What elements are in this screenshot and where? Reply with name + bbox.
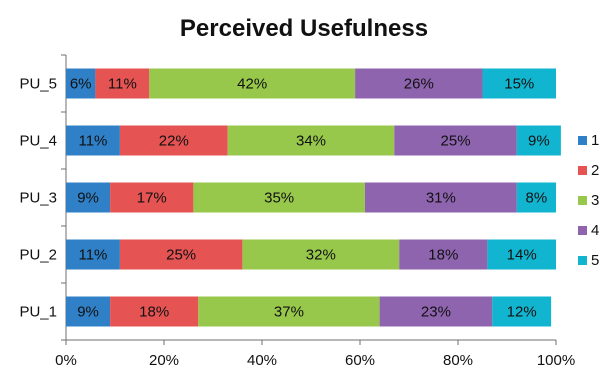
bar-segment (193, 182, 365, 213)
bar-value-label: 25% (166, 247, 196, 264)
bar-segment (119, 125, 228, 156)
y-tick-label: PU_4 (19, 133, 57, 150)
bar-value-label: 26% (404, 76, 434, 93)
bar-segment (119, 239, 243, 270)
bar-value-label: 11% (108, 76, 137, 93)
bar-value-label: 15% (504, 76, 534, 93)
bar-value-label: 8% (526, 190, 548, 207)
bar-value-label: 9% (77, 190, 99, 207)
legend-swatch (578, 196, 587, 205)
legend-label: 5 (591, 252, 599, 269)
bar-value-label: 31% (426, 190, 456, 207)
legend-label: 3 (591, 192, 599, 209)
bar-segment (66, 239, 120, 270)
bar-value-label: 18% (428, 247, 458, 264)
bar-segment (198, 296, 380, 327)
bar-segment (66, 182, 111, 213)
bar-value-label: 17% (137, 190, 167, 207)
bar-value-label: 14% (507, 247, 537, 264)
bar-value-label: 32% (306, 247, 336, 264)
bar-value-label: 35% (264, 190, 294, 207)
bar-value-label: 37% (274, 304, 304, 321)
bar-segment (516, 182, 556, 213)
x-tick-label: 20% (149, 352, 179, 369)
legend-label: 4 (591, 222, 599, 239)
bar-segment (149, 68, 356, 99)
legend-swatch (578, 256, 587, 265)
bar-value-label: 12% (507, 304, 537, 321)
bar-value-label: 11% (78, 133, 107, 150)
bar-segment (95, 68, 150, 99)
bar-segment (379, 296, 493, 327)
bar-segment (399, 239, 488, 270)
bar-segment (110, 182, 194, 213)
bar-segment (492, 296, 552, 327)
bar-segment (516, 125, 561, 156)
bar-value-label: 34% (296, 133, 326, 150)
x-tick-label: 80% (443, 352, 473, 369)
legend-swatch (578, 226, 587, 235)
x-tick-label: 100% (537, 352, 575, 369)
y-tick-label: PU_5 (19, 76, 57, 93)
bar-segment (487, 239, 556, 270)
bar-segment (66, 68, 96, 99)
bar-value-label: 42% (237, 76, 267, 93)
bar-value-label: 18% (139, 304, 169, 321)
bar-value-label: 25% (441, 133, 471, 150)
plot-area: 0% 20% 40% 60% 80% 100% PU_5 6% 11% 42% 26% 15% PU_4… (19, 54, 575, 369)
bar-value-label: 22% (159, 133, 189, 150)
bar-segment (394, 125, 517, 156)
chart-title: Perceived Usefulness (180, 15, 428, 42)
bar-segment (355, 68, 483, 99)
bar-value-label: 9% (528, 133, 550, 150)
bar-segment (482, 68, 556, 99)
legend-label: 2 (591, 162, 599, 179)
legend-swatch (578, 136, 587, 145)
x-tick-label: 60% (345, 352, 375, 369)
bar-value-label: 11% (78, 247, 107, 264)
y-tick-label: PU_1 (19, 304, 57, 321)
bar-segment (110, 296, 199, 327)
x-tick-label: 0% (55, 352, 77, 369)
bar-segment (227, 125, 395, 156)
bar-value-label: 9% (77, 304, 99, 321)
legend: 1 2 3 4 5 (578, 132, 599, 269)
y-tick-label: PU_3 (19, 190, 57, 207)
bar-value-label: 6% (70, 76, 92, 93)
x-tick-label: 40% (247, 352, 277, 369)
bar-value-label: 23% (421, 304, 451, 321)
legend-label: 1 (591, 132, 599, 149)
y-tick-label: PU_2 (19, 247, 57, 264)
bar-segment (242, 239, 400, 270)
legend-swatch (578, 166, 587, 175)
bar-segment (364, 182, 517, 213)
bar-segment (66, 125, 120, 156)
bar-segment (66, 296, 111, 327)
